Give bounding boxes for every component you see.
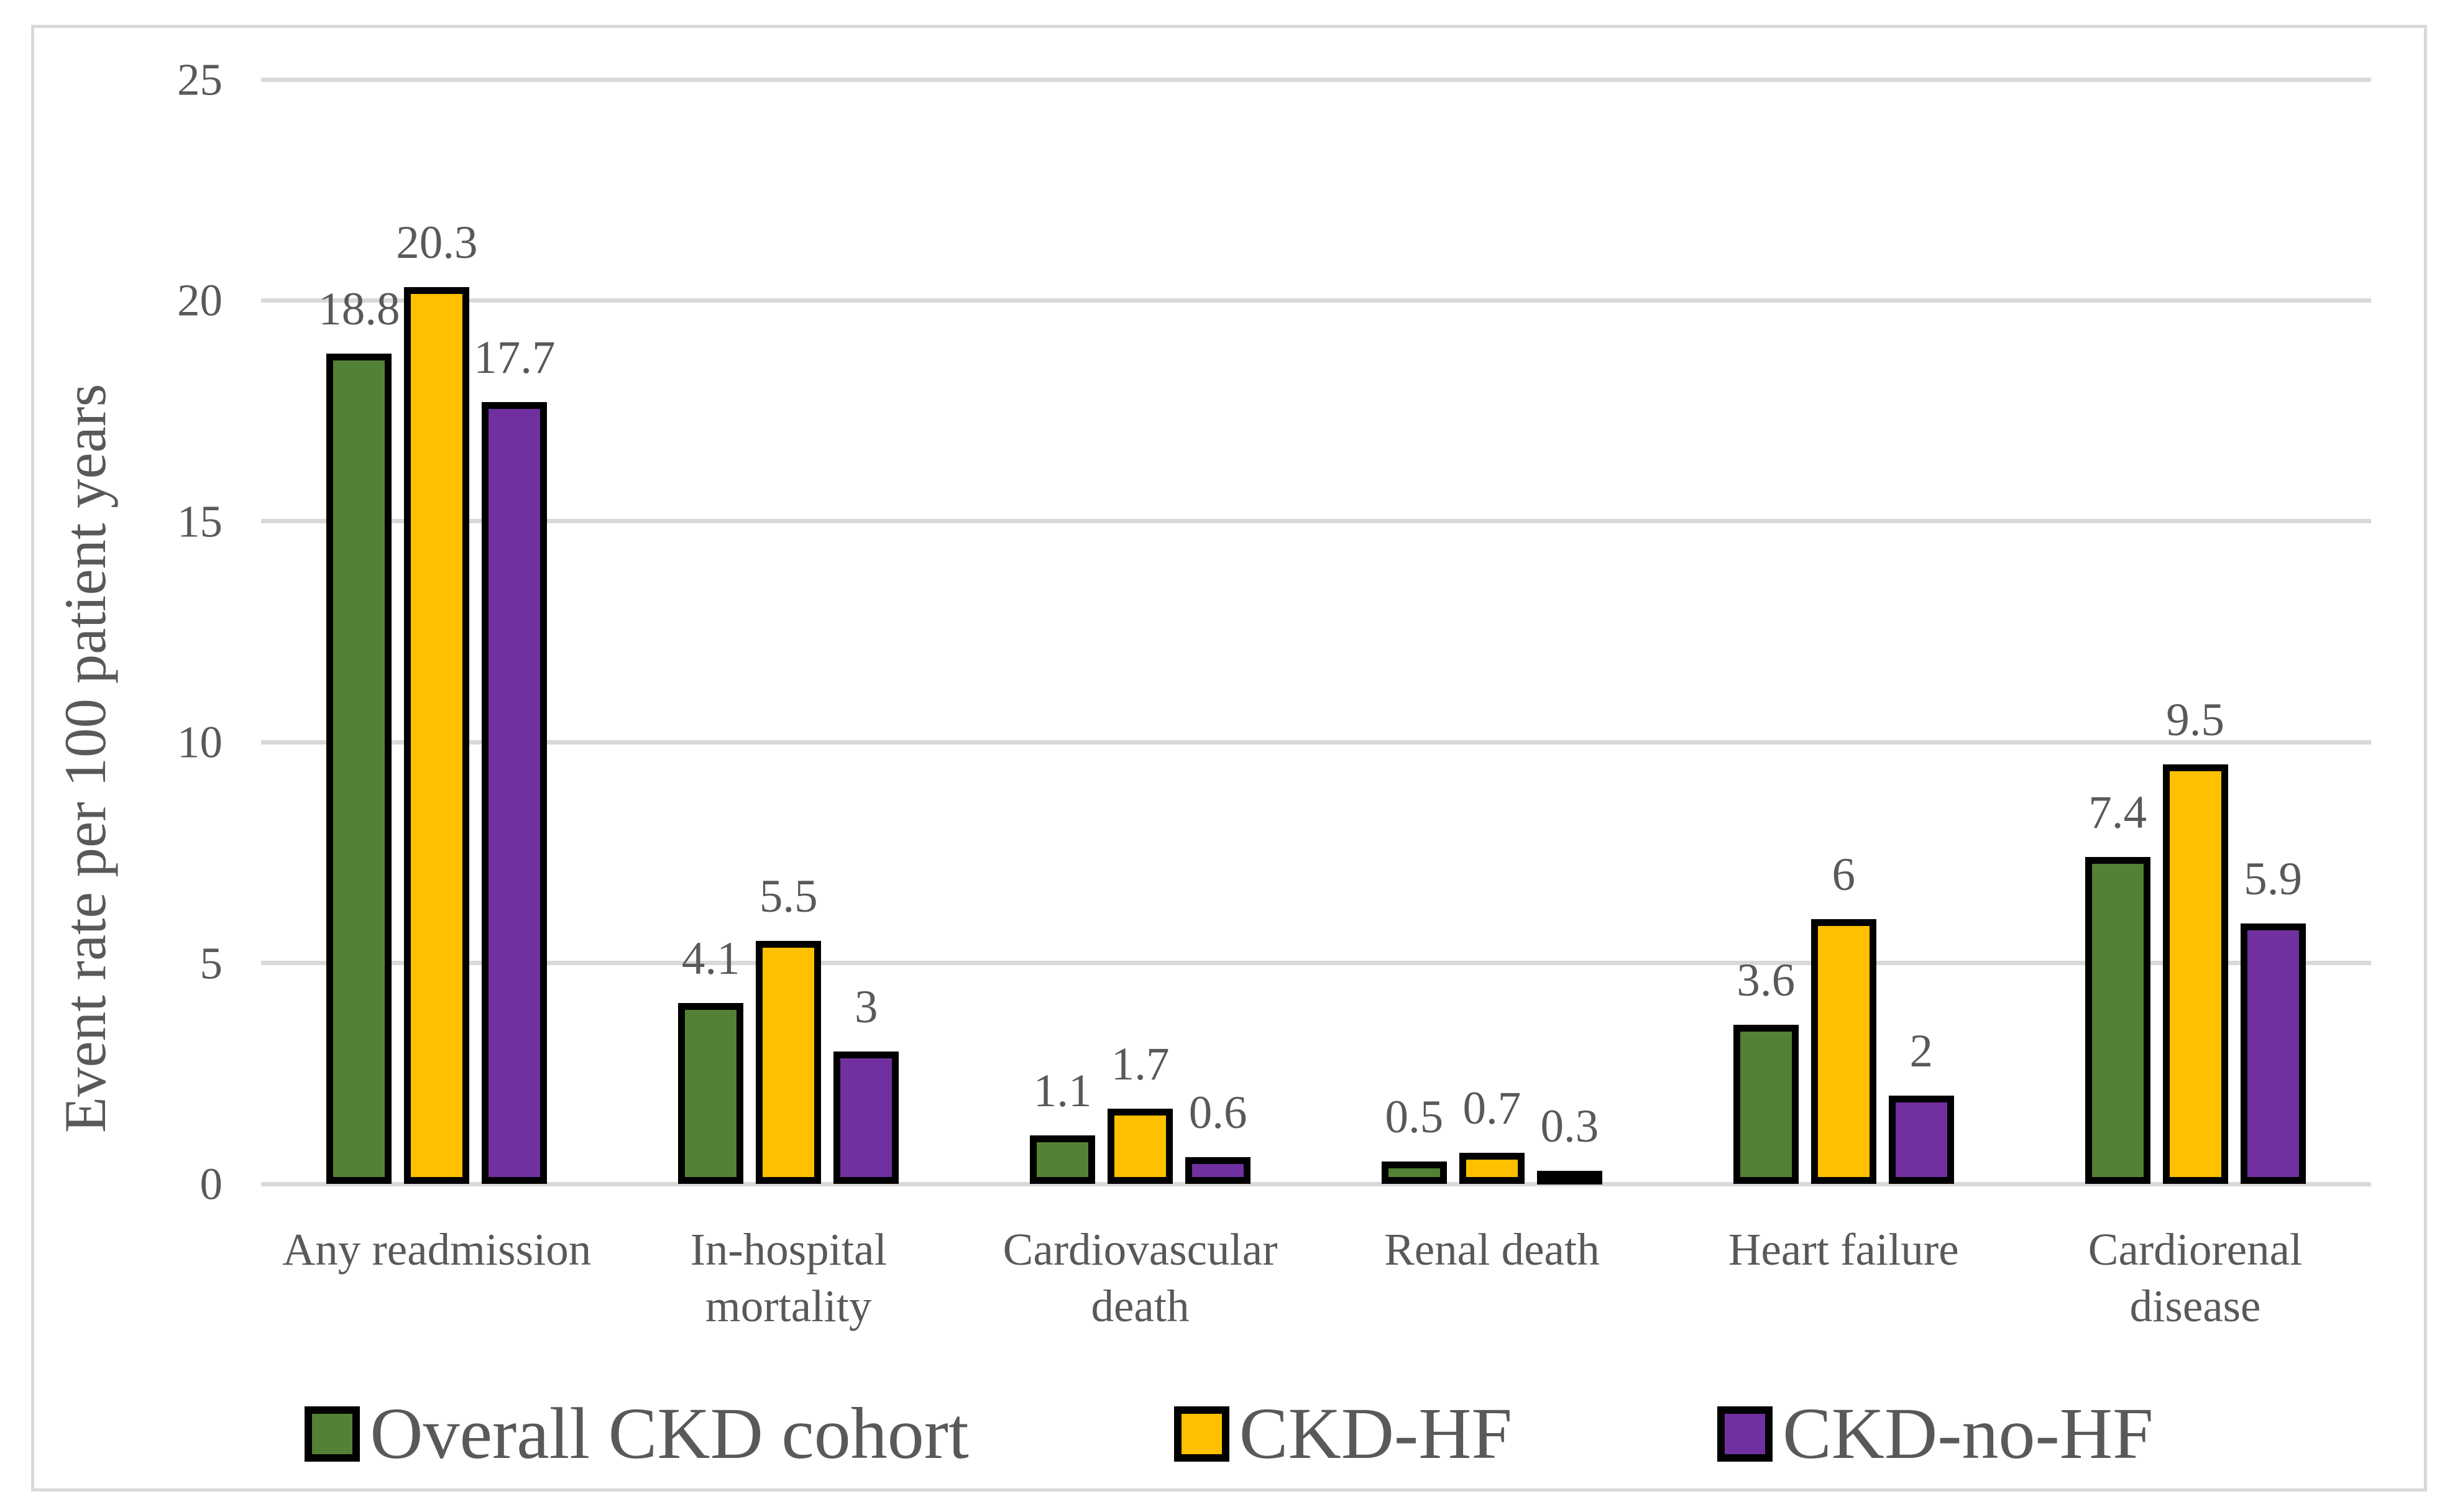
bar-fill (1888, 1095, 1954, 1184)
data-label: 5.5 (759, 871, 818, 923)
gridline-0 (261, 1181, 2371, 1186)
legend-item: CKD-no-HF (1717, 1397, 2154, 1470)
legend-item: CKD-HF (1173, 1393, 1513, 1474)
bar-fill (2162, 764, 2228, 1184)
bar-fill (678, 1002, 744, 1184)
data-label: 0.6 (1188, 1087, 1247, 1139)
bar-group: 4.1 5.5 3 (613, 80, 965, 1184)
legend-label: Overall CKD cohort (370, 1393, 969, 1474)
data-label: 0.7 (1462, 1083, 1521, 1135)
bar-fill (756, 941, 822, 1184)
data-label: 0.5 (1385, 1091, 1444, 1143)
x-category-label: Cardiorenal disease (2088, 1224, 2303, 1332)
bar: 5.9 (2240, 856, 2306, 1184)
data-label: 5.9 (2244, 853, 2302, 905)
legend-swatch-icon (1717, 1406, 1773, 1462)
data-label: 20.3 (396, 217, 478, 269)
data-label: 0.3 (1540, 1100, 1599, 1152)
bar: 4.1 (678, 935, 744, 1184)
bar: 1.1 (1030, 1068, 1096, 1184)
bar-fill (833, 1051, 899, 1184)
bar: 1.7 (1108, 1041, 1173, 1184)
data-label: 2 (1909, 1025, 1933, 1077)
bar: 7.4 (2085, 789, 2150, 1184)
bar: 17.7 (474, 334, 556, 1184)
y-tick-label-20: 20 (177, 275, 223, 326)
bar: 6 (1810, 851, 1876, 1184)
legend-swatch-icon (305, 1406, 360, 1462)
data-label: 7.4 (2088, 787, 2147, 839)
x-category-label: In-hospital mortality (690, 1224, 887, 1332)
bar: 3 (833, 984, 899, 1184)
data-label: 9.5 (2166, 694, 2224, 746)
bar-fill (1381, 1161, 1447, 1184)
bar-group: 1.1 1.7 0.6 (965, 80, 1316, 1184)
bar-fill (1185, 1157, 1251, 1184)
data-label: 6 (1832, 848, 1855, 900)
bar-group: 0.5 0.7 0.3 (1316, 80, 1668, 1184)
y-tick-label-5: 5 (200, 938, 223, 989)
bar-group: 18.8 20.3 17.7 (261, 80, 613, 1184)
data-label: 18.8 (318, 283, 400, 335)
data-label: 17.7 (474, 331, 556, 383)
bar-group: 3.6 6 2 (1668, 80, 2019, 1184)
y-tick-label-25: 25 (177, 54, 223, 105)
bar-fill (1733, 1025, 1799, 1184)
x-category-label: Heart failure (1728, 1224, 1959, 1275)
x-category-label: Cardiovascular death (1003, 1224, 1278, 1332)
bar: 2 (1888, 1028, 1954, 1184)
bar: 3.6 (1733, 957, 1799, 1184)
x-category-label: Renal death (1384, 1224, 1600, 1275)
bar-fill (482, 401, 548, 1184)
legend-label: CKD-no-HF (1783, 1393, 2154, 1474)
y-tick-label-15: 15 (177, 496, 223, 547)
bar-fill (1810, 919, 1876, 1184)
bar-fill (2240, 923, 2306, 1184)
bar: 18.8 (318, 286, 400, 1184)
data-label: 1.1 (1033, 1065, 1092, 1117)
x-axis-category-labels: Any readmission In-hospital mortality Card… (261, 1221, 2371, 1335)
gridline-15 (261, 519, 2371, 524)
bar: 0.6 (1185, 1089, 1251, 1184)
x-category-label: Any readmission (282, 1224, 592, 1275)
bar: 20.3 (396, 219, 478, 1184)
legend-swatch-icon (1173, 1406, 1229, 1462)
gridline-5 (261, 961, 2371, 966)
y-axis-tick-labels: 0 5 10 15 20 25 (0, 57, 223, 1207)
plot-area: 18.8 20.3 17.7 4.1 5.5 3 1.1 1.7 0.6 0.5 0.7 0.3 3.6… (261, 77, 2371, 1186)
bar-fill (1536, 1170, 1602, 1184)
gridline-10 (261, 740, 2371, 745)
y-tick-label-10: 10 (177, 717, 223, 767)
legend-item: Overall CKD cohort (305, 1393, 969, 1474)
bar: 0.3 (1536, 1103, 1602, 1184)
legend-label: CKD-HF (1239, 1393, 1513, 1474)
gridline-25 (261, 77, 2371, 82)
bar-fill (404, 287, 470, 1184)
bar-fill (326, 353, 392, 1184)
y-tick-label-0: 0 (200, 1158, 223, 1209)
bar: 5.5 (756, 873, 822, 1184)
bar-fill (2085, 857, 2150, 1184)
bar: 0.7 (1459, 1085, 1525, 1184)
data-label: 4.1 (681, 932, 740, 984)
gridline-20 (261, 298, 2371, 303)
bar-fill (1030, 1135, 1096, 1184)
bar-group: 7.4 9.5 5.9 (2019, 80, 2371, 1184)
data-label: 3 (854, 981, 878, 1033)
bar: 0.5 (1381, 1094, 1447, 1184)
data-label: 1.7 (1111, 1038, 1170, 1091)
bar-fill (1459, 1153, 1525, 1184)
bar: 9.5 (2162, 697, 2228, 1184)
bar-fill (1108, 1109, 1173, 1184)
data-label: 3.6 (1737, 955, 1796, 1007)
legend: Overall CKD cohort CKD-HF CKD-no-HF (31, 1397, 2427, 1470)
